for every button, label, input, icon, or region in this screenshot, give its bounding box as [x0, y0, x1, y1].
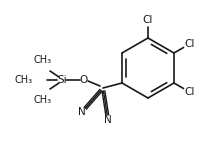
- Text: Cl: Cl: [143, 15, 153, 25]
- Text: CH₃: CH₃: [34, 95, 52, 105]
- Text: Si: Si: [57, 75, 67, 85]
- Text: CH₃: CH₃: [15, 75, 33, 85]
- Text: Cl: Cl: [184, 87, 195, 97]
- Text: O: O: [80, 75, 88, 85]
- Text: CH₃: CH₃: [34, 55, 52, 65]
- Text: N: N: [78, 107, 86, 117]
- Text: N: N: [104, 115, 112, 125]
- Text: Cl: Cl: [184, 39, 195, 49]
